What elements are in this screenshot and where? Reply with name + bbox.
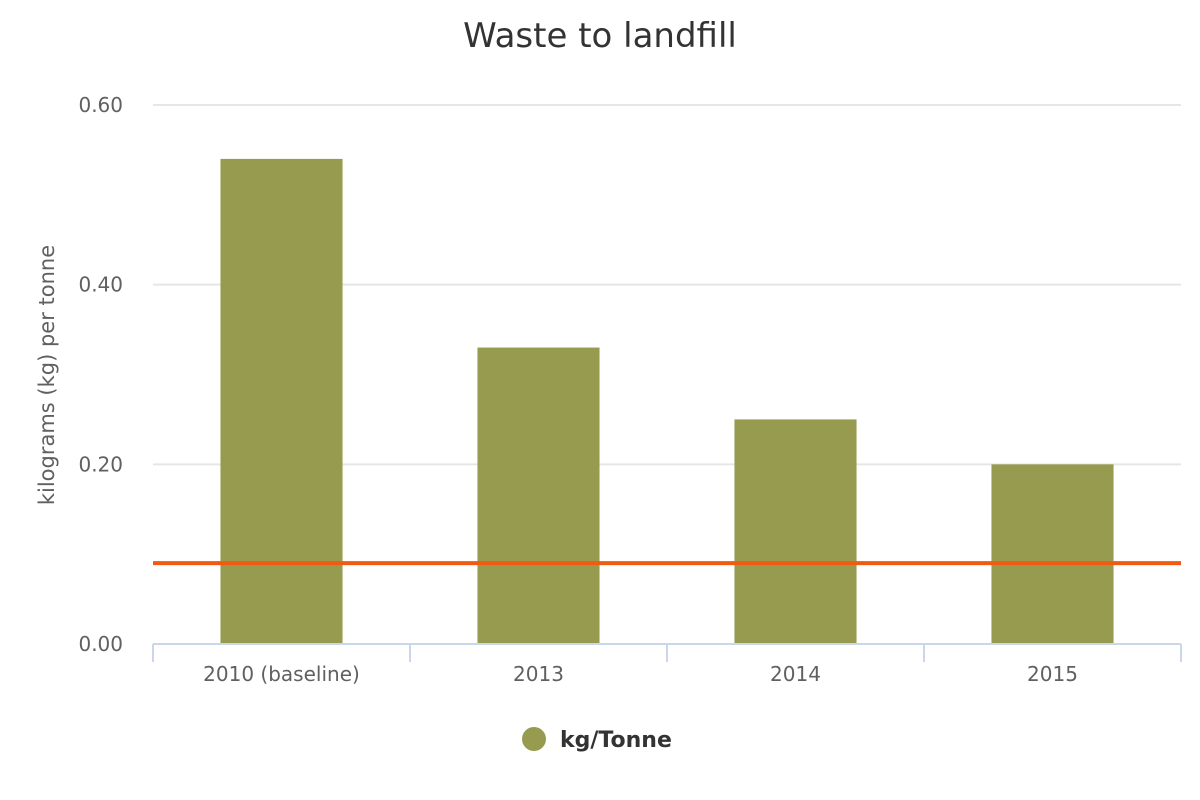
legend-marker	[522, 727, 546, 751]
bar[interactable]	[220, 158, 343, 644]
legend[interactable]: kg/Tonne	[522, 727, 672, 753]
x-tick-label: 2015	[1027, 662, 1078, 686]
bars	[220, 158, 1114, 644]
y-tick-label: 0.40	[78, 273, 123, 297]
y-tick-label: 0.00	[78, 632, 123, 656]
legend-label: kg/Tonne	[560, 728, 672, 753]
y-tick-label: 0.60	[78, 93, 123, 117]
x-axis: 2010 (baseline) 2013 2014 2015	[152, 643, 1182, 686]
x-tick-label: 2010 (baseline)	[203, 662, 360, 686]
chart-title: Waste to landfill	[463, 16, 737, 56]
x-tick-label: 2013	[513, 662, 564, 686]
x-tick-label: 2014	[770, 662, 821, 686]
bar[interactable]	[991, 464, 1114, 644]
y-tick-label: 0.20	[78, 452, 123, 476]
bar[interactable]	[734, 419, 857, 644]
bar[interactable]	[477, 347, 600, 644]
y-axis-title: kilograms (kg) per tonne	[35, 245, 59, 505]
y-axis-tick-labels: 0.00 0.20 0.40 0.60	[78, 93, 123, 656]
